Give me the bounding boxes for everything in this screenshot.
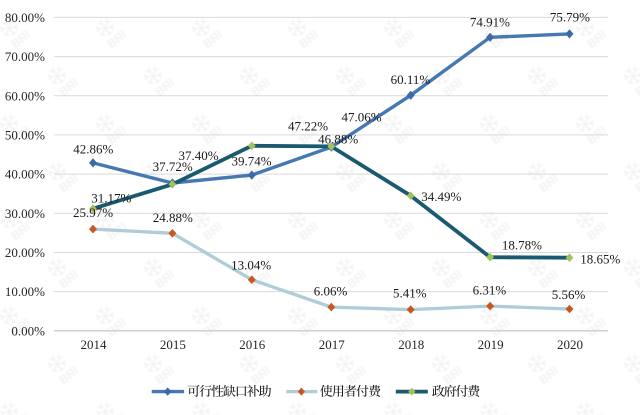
svg-text:60.00%: 60.00% bbox=[5, 88, 45, 103]
svg-text:39.74%: 39.74% bbox=[231, 153, 271, 168]
svg-text:42.86%: 42.86% bbox=[73, 142, 113, 157]
svg-text:0.00%: 0.00% bbox=[11, 323, 45, 338]
svg-text:2020: 2020 bbox=[557, 337, 583, 352]
svg-text:2019: 2019 bbox=[478, 337, 504, 352]
svg-text:60.11%: 60.11% bbox=[391, 72, 431, 87]
svg-text:6.06%: 6.06% bbox=[314, 284, 348, 299]
svg-text:46.88%: 46.88% bbox=[318, 132, 358, 147]
svg-text:25.97%: 25.97% bbox=[73, 205, 113, 220]
svg-text:30.00%: 30.00% bbox=[5, 206, 45, 221]
svg-text:5.56%: 5.56% bbox=[552, 287, 586, 302]
svg-text:34.49%: 34.49% bbox=[421, 189, 461, 204]
svg-text:13.04%: 13.04% bbox=[231, 258, 271, 273]
svg-text:24.88%: 24.88% bbox=[153, 210, 193, 225]
svg-text:2018: 2018 bbox=[398, 337, 424, 352]
svg-text:47.22%: 47.22% bbox=[288, 118, 328, 133]
svg-text:37.40%: 37.40% bbox=[178, 148, 218, 163]
svg-text:5.41%: 5.41% bbox=[393, 285, 427, 300]
svg-text:31.17%: 31.17% bbox=[91, 191, 131, 206]
svg-text:2015: 2015 bbox=[160, 337, 186, 352]
svg-text:37.72%: 37.72% bbox=[153, 159, 193, 174]
svg-text:2014: 2014 bbox=[81, 337, 108, 352]
svg-text:75.79%: 75.79% bbox=[550, 10, 590, 25]
svg-text:10.00%: 10.00% bbox=[5, 284, 45, 299]
svg-text:6.31%: 6.31% bbox=[473, 283, 507, 298]
svg-text:20.00%: 20.00% bbox=[5, 245, 45, 260]
svg-text:2017: 2017 bbox=[319, 337, 346, 352]
svg-text:70.00%: 70.00% bbox=[5, 49, 45, 64]
svg-text:47.06%: 47.06% bbox=[342, 110, 382, 125]
svg-text:80.00%: 80.00% bbox=[5, 10, 45, 25]
svg-text:74.91%: 74.91% bbox=[470, 14, 510, 29]
svg-text:50.00%: 50.00% bbox=[5, 128, 45, 143]
svg-text:18.78%: 18.78% bbox=[502, 238, 542, 253]
svg-text:18.65%: 18.65% bbox=[580, 252, 620, 267]
svg-text:2016: 2016 bbox=[239, 337, 266, 352]
svg-text:40.00%: 40.00% bbox=[5, 167, 45, 182]
